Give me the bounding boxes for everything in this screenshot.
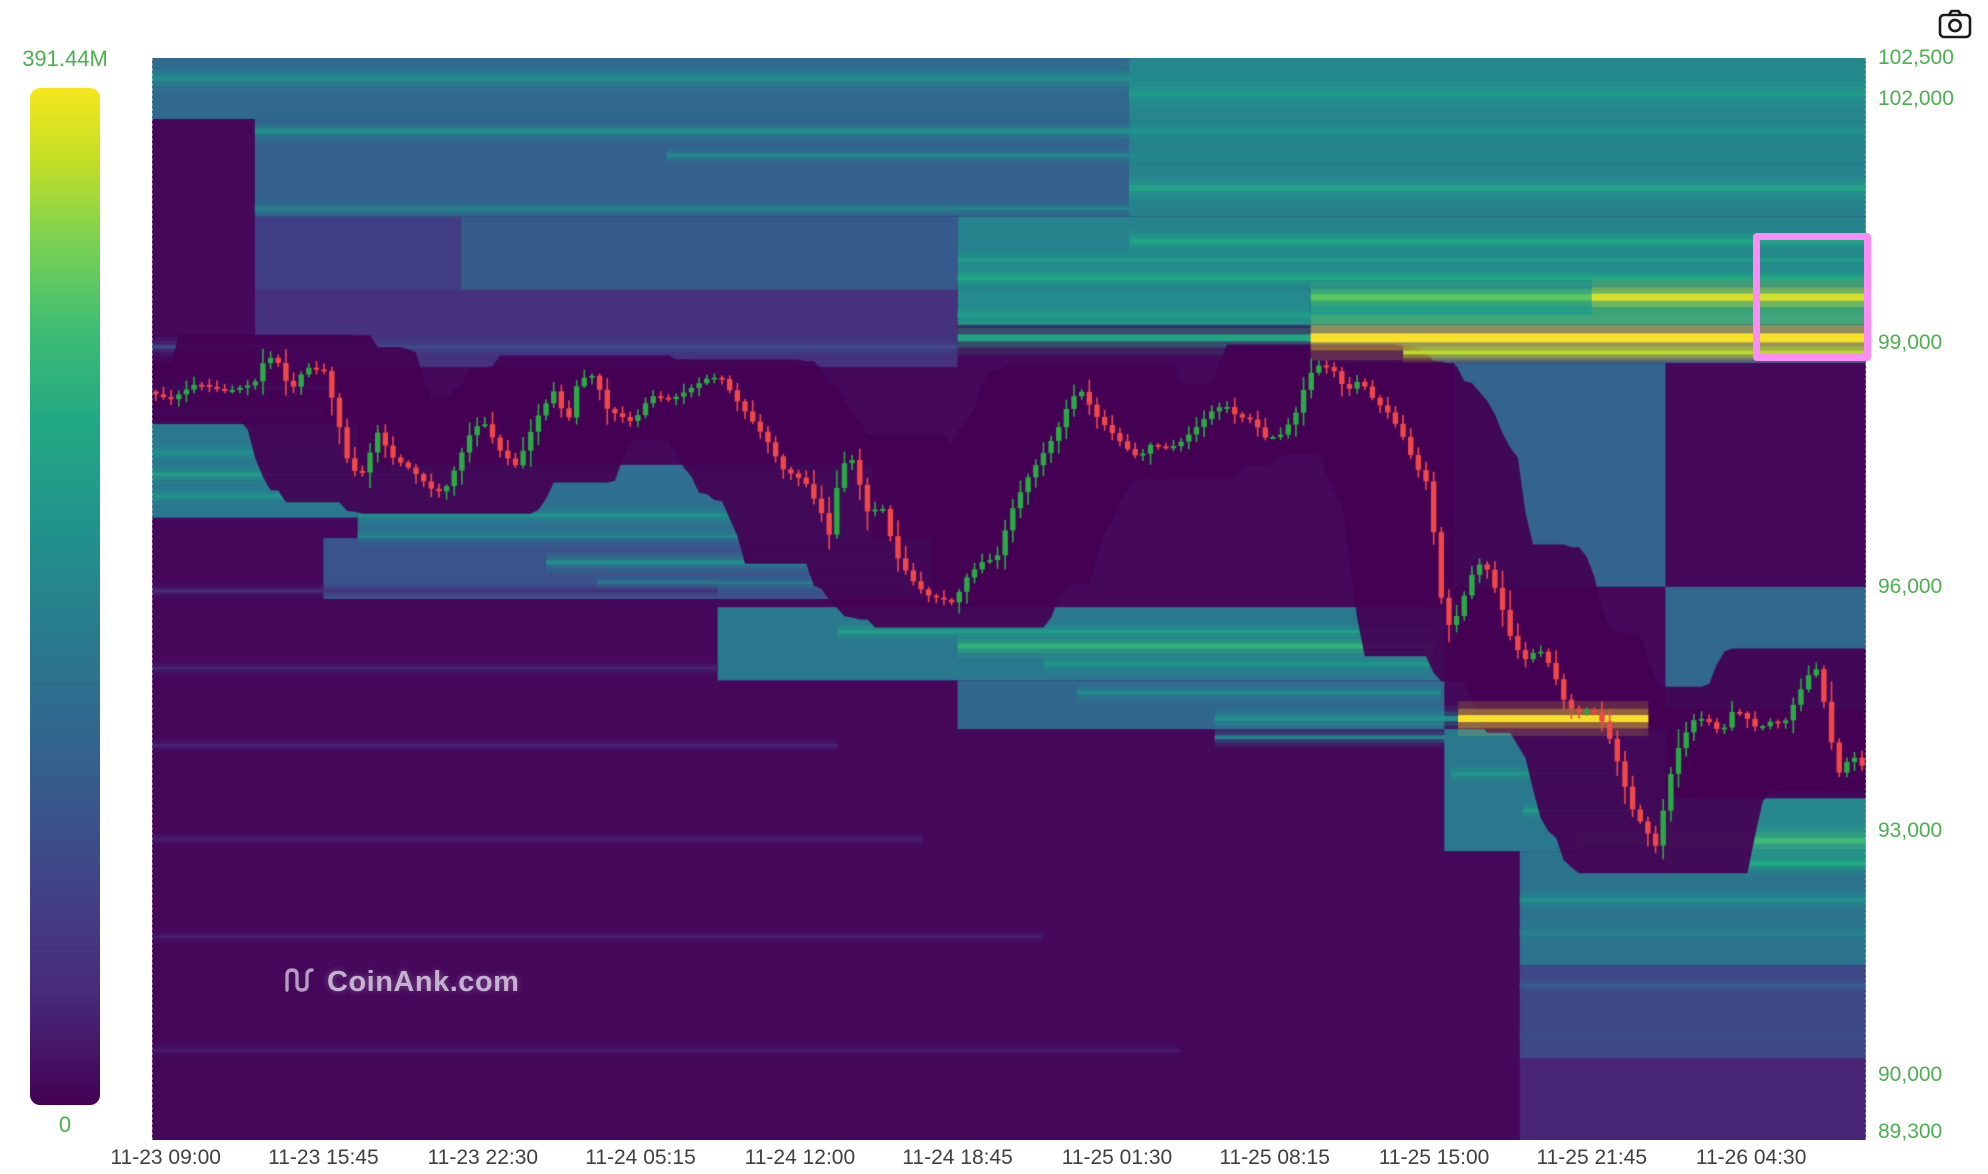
time-tick-label: 11-23 15:45 — [268, 1146, 379, 1169]
camera-icon — [1938, 9, 1972, 42]
colorbar-max-label: 391.44M — [22, 46, 108, 71]
price-tick-label: 90,000 — [1878, 1062, 1943, 1086]
colorbar-min-label: 0 — [58, 1112, 72, 1137]
time-tick-label: 11-26 04:30 — [1695, 1146, 1807, 1169]
time-tick-label: 11-25 01:30 — [1061, 1146, 1173, 1169]
heatmap-candlestick-canvas[interactable] — [152, 58, 1866, 1140]
time-tick-label: 11-23 09:00 — [110, 1146, 221, 1169]
watermark-text: CoinAnk.com — [327, 966, 520, 998]
screenshot-button[interactable] — [1936, 7, 1974, 43]
coinank-logo-icon — [281, 962, 317, 1003]
price-tick-label: 96,000 — [1878, 574, 1943, 598]
time-tick-label: 11-24 18:45 — [902, 1146, 1013, 1169]
time-tick-label: 11-24 12:00 — [744, 1146, 856, 1169]
price-tick-label: 102,500 — [1878, 46, 1954, 69]
price-tick-label: 99,000 — [1878, 330, 1943, 354]
price-tick-label: 93,000 — [1878, 818, 1943, 842]
price-tick-label: 102,000 — [1878, 86, 1954, 110]
time-tick-label: 11-25 15:00 — [1378, 1146, 1490, 1169]
price-tick-label: 89,300 — [1878, 1119, 1943, 1143]
time-tick-label: 11-25 21:45 — [1536, 1146, 1648, 1169]
time-tick-label: 11-23 22:30 — [427, 1146, 539, 1169]
watermark: CoinAnk.com — [281, 962, 519, 1003]
volume-colorbar — [30, 88, 100, 1105]
time-tick-label: 11-24 05:15 — [585, 1146, 696, 1169]
time-tick-label: 11-25 08:15 — [1219, 1146, 1330, 1169]
highlight-annotation-box[interactable] — [1752, 232, 1872, 362]
